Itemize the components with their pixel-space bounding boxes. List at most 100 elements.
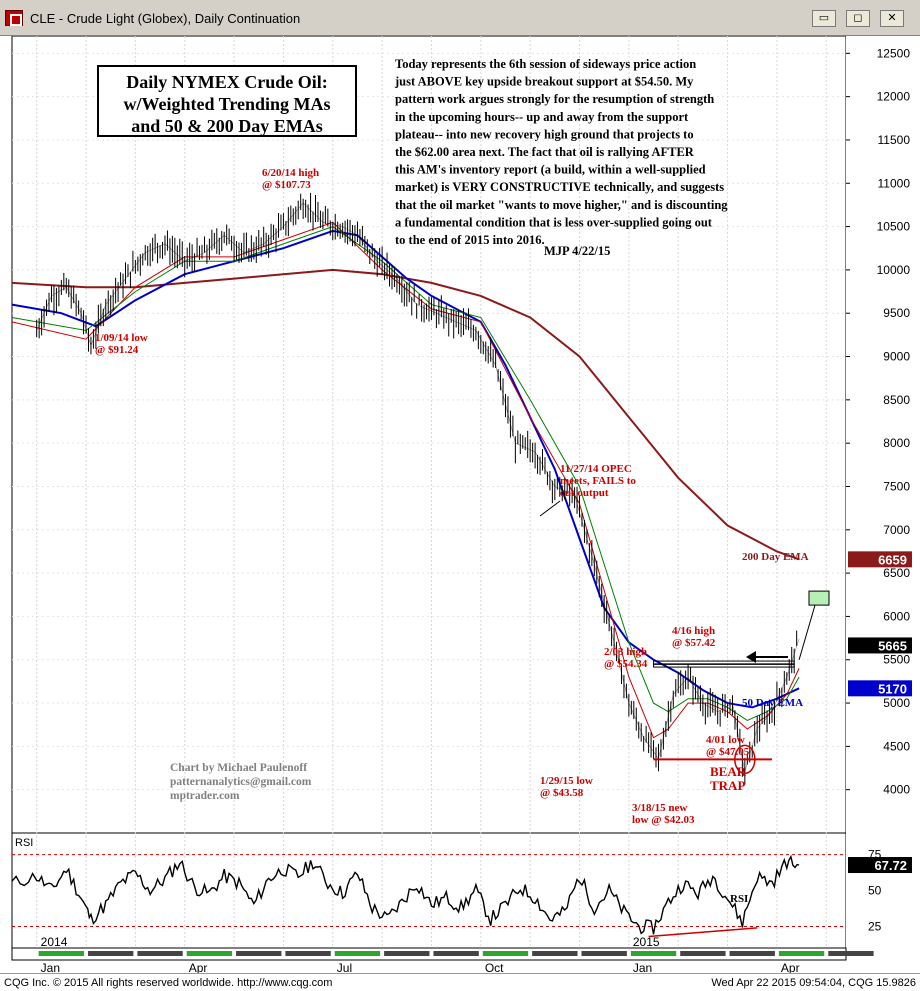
rsi-value-text: 67.72	[874, 858, 907, 873]
annotation-text: @ $43.58	[540, 787, 584, 799]
price-tick-label: 12000	[877, 90, 911, 104]
annotation-text: 1/09/14 low	[95, 332, 148, 344]
price-tick-label: 10500	[877, 220, 911, 234]
time-axis-segment	[778, 951, 825, 956]
month-label: Jan	[41, 961, 60, 973]
price-tick-label: 7500	[883, 479, 910, 493]
price-tick-label: 5000	[883, 696, 910, 710]
title-line: w/Weighted Trending MAs	[123, 94, 330, 114]
price-tick-label: 11500	[878, 133, 911, 147]
commentary-line: market) is VERY CONSTRUCTIVE technically…	[395, 180, 724, 194]
rsi-tick-label: 25	[868, 919, 882, 933]
time-axis-segment	[38, 951, 85, 956]
bear-trap-circle	[734, 744, 756, 775]
price-tick-label: 12500	[877, 46, 911, 60]
annotation-text: TRAP	[710, 778, 745, 793]
title-line: Daily NYMEX Crude Oil:	[126, 72, 328, 92]
month-label: Apr	[781, 961, 800, 973]
arrow-head	[746, 651, 756, 663]
month-label: Jul	[337, 961, 352, 973]
credit-line: Chart by Michael Paulenoff	[170, 762, 307, 774]
time-axis-segment	[630, 951, 677, 956]
price-trace	[36, 202, 800, 773]
time-axis-segment	[186, 951, 233, 956]
price-tick-label: 9500	[883, 306, 910, 320]
time-axis-segment	[729, 951, 775, 956]
annotation-text: 6/20/14 high	[262, 167, 319, 179]
rsi-divergence-line	[648, 927, 758, 938]
price-chart[interactable]: 12500 12000 11500 11000 10500 10000 9500 9000 85…	[0, 36, 920, 973]
price-tick-label: 5500	[883, 653, 910, 667]
current-price-box	[848, 680, 912, 697]
app-icon	[5, 10, 23, 26]
commentary-line: in the upcoming hours-- up and away from…	[395, 110, 689, 124]
minimize-button[interactable]: ▭	[812, 10, 836, 27]
current-price-text: 6659	[878, 552, 907, 567]
close-button[interactable]: ✕	[880, 10, 904, 27]
rsi-value-box	[848, 857, 912, 874]
rsi-series-label: RSI	[730, 893, 748, 905]
time-axis-segment	[828, 951, 874, 956]
timestamp-text: Wed Apr 22 2015 09:54:04, CQG 15.9826	[711, 977, 916, 989]
annotation-text: @ $107.73	[262, 179, 311, 191]
annotation-text: 2/03 high	[604, 646, 647, 658]
annotation-text: 200 Day EMA	[742, 551, 809, 563]
commentary-line: Today represents the 6th session of side…	[395, 57, 696, 71]
annotation-text: @ $57.42	[672, 637, 716, 649]
commentary-line: plateau-- into new recovery high ground …	[395, 127, 694, 141]
rsi-panel-label: RSI	[15, 837, 33, 849]
time-axis-segment	[137, 951, 183, 956]
annotation-text: @ $47.05	[706, 746, 750, 758]
annotation-text: 50 Day EMA	[742, 697, 803, 709]
commentary-line: pattern work argues strongly for the res…	[395, 92, 714, 106]
status-bar: CQG Inc. © 2015 All rights reserved worl…	[0, 973, 920, 991]
annotation-text: 1/29/15 low	[540, 775, 593, 787]
maximize-button[interactable]: ◻	[846, 10, 870, 27]
price-tick-label: 8500	[883, 393, 910, 407]
price-tick-label: 9000	[883, 350, 910, 364]
price-tick-label: 10000	[877, 263, 911, 277]
time-axis-segment	[433, 951, 479, 956]
commentary-line: the $62.00 area next. The fact that oil …	[395, 145, 695, 159]
month-label: Oct	[485, 961, 504, 973]
month-label: Apr	[189, 961, 208, 973]
annotation-text: cut output	[560, 487, 609, 499]
annotation-text: 4/01 low	[706, 734, 745, 746]
price-tick-label: 7000	[883, 523, 910, 537]
price-tick-label: 4500	[883, 739, 910, 753]
current-price-text: 5170	[878, 681, 907, 696]
opec-pointer	[539, 500, 561, 517]
annotation-text: @ $91.24	[95, 344, 139, 356]
commentary-line: a fundamental condition that is less ove…	[395, 215, 713, 229]
time-axis-segment	[236, 951, 282, 956]
price-panel	[11, 36, 847, 834]
commentary-line: that the oil market "wants to move highe…	[395, 198, 728, 212]
time-axis-segment	[680, 951, 726, 956]
time-axis-segment	[482, 951, 529, 956]
copyright-text: CQG Inc. © 2015 All rights reserved worl…	[4, 977, 333, 989]
signature-text: MJP 4/22/15	[544, 244, 610, 258]
price-axis-area	[846, 36, 920, 948]
credit-line: mptrader.com	[170, 790, 240, 802]
annotation-text: 4/16 high	[672, 625, 715, 637]
year-label: 2015	[633, 935, 660, 949]
time-axis-segment	[384, 951, 430, 956]
annotation-text: 11/27/14 OPEC	[560, 463, 632, 475]
commentary-line: just ABOVE key upside breakout support a…	[394, 75, 694, 89]
window-titlebar: CLE - Crude Light (Globex), Daily Contin…	[0, 0, 920, 36]
current-price-text: 5665	[878, 638, 907, 653]
commentary-line: to the end of 2015 into 2016.	[395, 233, 545, 247]
current-price-box	[848, 551, 912, 568]
month-label: Jan	[633, 961, 652, 973]
annotation-text: 3/18/15 new	[632, 802, 687, 814]
price-tick-label: 4000	[883, 783, 910, 797]
year-label: 2014	[41, 935, 68, 949]
series-ema200	[11, 268, 800, 561]
rsi-line	[11, 854, 800, 935]
projection-line	[798, 604, 816, 660]
credit-line: patternanalytics@gmail.com	[170, 776, 312, 788]
time-axis-segment	[532, 951, 578, 956]
price-tick-label: 6500	[883, 566, 910, 580]
annotation-text: meets, FAILS to	[560, 475, 636, 487]
current-price-box	[848, 637, 912, 654]
